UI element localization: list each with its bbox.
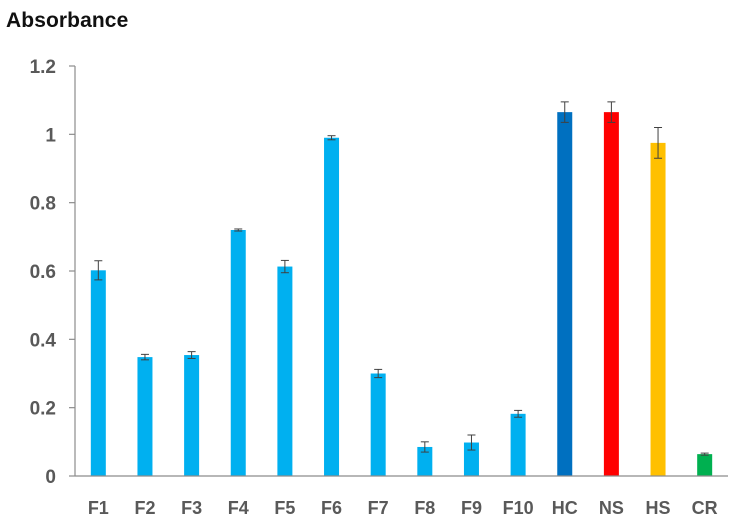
- x-tick-label-f10: F10: [503, 498, 534, 518]
- x-tick-label-f1: F1: [88, 498, 109, 518]
- bar-f5: [277, 266, 293, 476]
- bar-f9: [463, 442, 479, 476]
- bar-f7: [370, 373, 386, 476]
- bar-f6: [324, 137, 340, 476]
- x-tick-label-hc: HC: [552, 498, 578, 518]
- x-tick-label-f9: F9: [461, 498, 482, 518]
- y-tick-label-4: 0.8: [30, 194, 56, 215]
- y-tick-label-5: 1: [45, 125, 56, 146]
- x-tick-label-f5: F5: [274, 498, 295, 518]
- x-tick-label-hs: HS: [646, 498, 671, 518]
- x-tick-label-f3: F3: [181, 498, 202, 518]
- y-tick-label-1: 0.2: [30, 399, 56, 420]
- x-tick-label-ns: NS: [599, 498, 624, 518]
- y-tick-label-3: 0.6: [30, 262, 56, 283]
- x-tick-label-f7: F7: [368, 498, 389, 518]
- x-tick-label-f6: F6: [321, 498, 342, 518]
- bar-f3: [184, 355, 200, 476]
- bar-f4: [230, 230, 246, 476]
- bar-ns: [603, 112, 619, 477]
- bar-f2: [137, 357, 153, 476]
- x-tick-label-f2: F2: [134, 498, 155, 518]
- bar-cr: [697, 454, 713, 476]
- bar-f10: [510, 413, 526, 476]
- x-tick-label-f8: F8: [414, 498, 435, 518]
- bar-hc: [557, 112, 573, 477]
- x-tick-label-cr: CR: [692, 498, 718, 518]
- bar-f1: [90, 270, 106, 476]
- bar-f8: [417, 446, 433, 476]
- y-axis-label: Absorbance: [6, 9, 129, 32]
- x-tick-label-f4: F4: [228, 498, 249, 518]
- y-tick-label-2: 0.4: [30, 330, 57, 351]
- y-tick-label-0: 0: [45, 467, 56, 488]
- y-tick-label-6: 1.2: [30, 57, 56, 78]
- bar-hs: [650, 142, 666, 477]
